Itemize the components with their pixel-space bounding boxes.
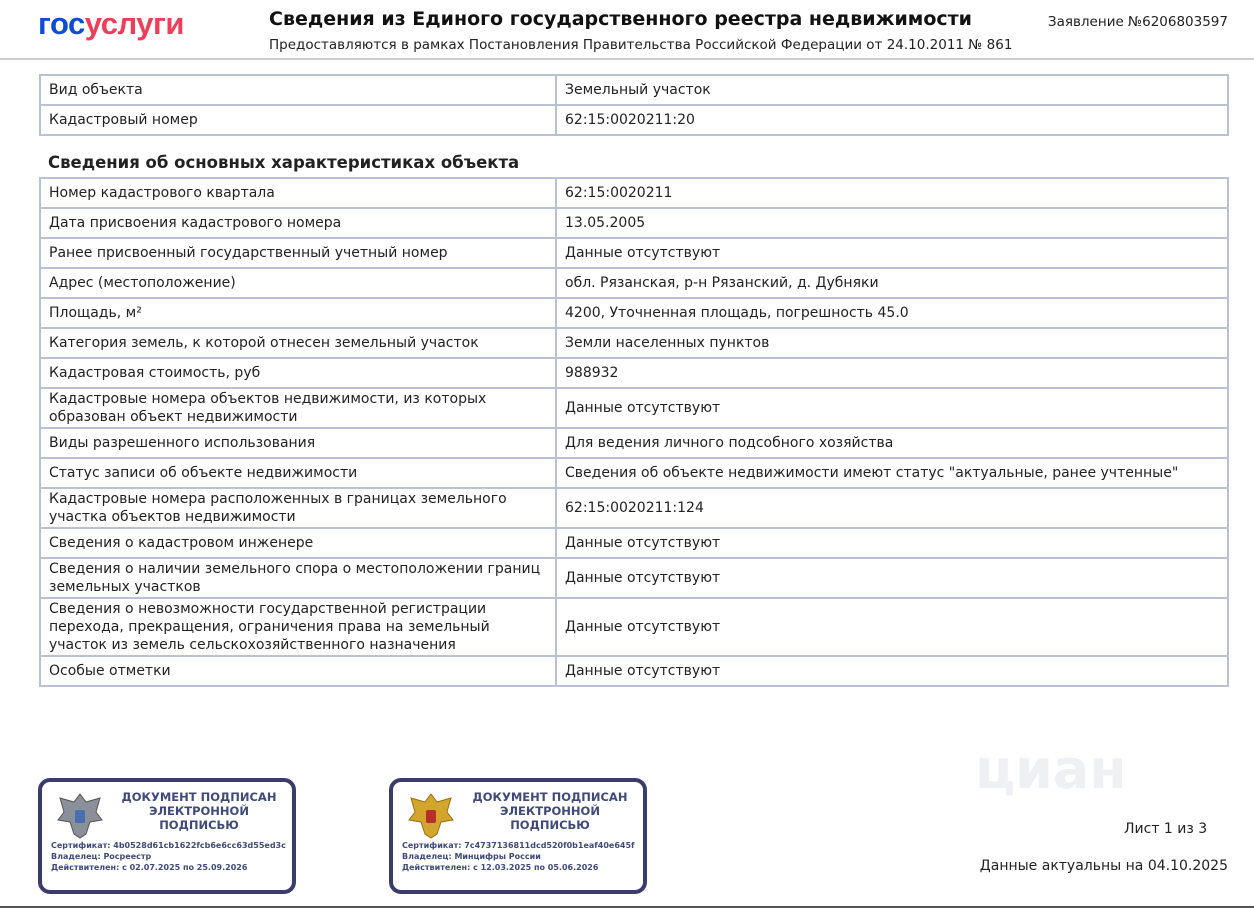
- row: Кадастровая стоимость, руб 988932: [39, 357, 1229, 389]
- watermark: циан: [975, 738, 1127, 801]
- label-cell: Вид объекта: [39, 74, 557, 106]
- label-cell: Кадастровые номера объектов недвижимости…: [39, 387, 557, 429]
- value-cell: 62:15:0020211:20: [555, 104, 1229, 136]
- row: Кадастровые номера расположенных в грани…: [39, 487, 1229, 529]
- subtitle: Предоставляются в рамках Постановления П…: [269, 37, 1013, 53]
- row: Площадь, м² 4200, Уточненная площадь, пог…: [39, 297, 1229, 329]
- table: Номер кадастрового квартала 62:15:0020211…: [39, 177, 1229, 687]
- logo-part: услуги: [84, 6, 185, 41]
- row: Сведения о кадастровом инженере Данные от…: [39, 527, 1229, 559]
- stamp-owner: Владелец: Минцифры России: [402, 852, 541, 861]
- stamp-title: ДОКУМЕНТ ПОДПИСАН ЭЛЕКТРОННОЙ ПОДПИСЬЮ: [472, 790, 628, 832]
- label-cell: Виды разрешенного использования: [39, 427, 557, 459]
- value-cell: Данные отсутствуют: [555, 557, 1229, 599]
- value-cell: 62:15:0020211: [555, 177, 1229, 209]
- value-cell: Для ведения личного подсобного хозяйства: [555, 427, 1229, 459]
- value-cell: 13.05.2005: [555, 207, 1229, 239]
- label-cell: Кадастровая стоимость, руб: [39, 357, 557, 389]
- emblem: [408, 793, 454, 839]
- stamp-certificate: Сертификат: 7c4737136811dcd520f0b1eaf40e…: [402, 841, 635, 850]
- logo-part: гос: [38, 6, 85, 41]
- title: Сведения из Единого государственного рее…: [269, 8, 972, 30]
- value-cell: Данные отсутствуют: [555, 655, 1229, 687]
- stamp-title: ДОКУМЕНТ ПОДПИСАН ЭЛЕКТРОННОЙ ПОДПИСЬЮ: [121, 790, 277, 832]
- label-cell: Сведения о кадастровом инженере: [39, 527, 557, 559]
- row: Виды разрешенного использования Для веден…: [39, 427, 1229, 459]
- label-cell: Адрес (местоположение): [39, 267, 557, 299]
- label-cell: Статус записи об объекте недвижимости: [39, 457, 557, 489]
- row: Особые отметки Данные отсутствуют: [39, 655, 1229, 687]
- label-cell: Особые отметки: [39, 655, 557, 687]
- label-cell: Категория земель, к которой отнесен земе…: [39, 327, 557, 359]
- row: Сведения о наличии земельного спора о ме…: [39, 557, 1229, 599]
- value-cell: обл. Рязанская, р-н Рязанский, д. Дубняк…: [555, 267, 1229, 299]
- value-cell: 62:15:0020211:124: [555, 487, 1229, 529]
- label-cell: Кадастровые номера расположенных в грани…: [39, 487, 557, 529]
- row: Категория земель, к которой отнесен земе…: [39, 327, 1229, 359]
- application-number: Заявление №6206803597: [1047, 14, 1228, 30]
- row: Номер кадастрового квартала 62:15:0020211: [39, 177, 1229, 209]
- value-cell: Данные отсутствуют: [555, 237, 1229, 269]
- row: Статус записи об объекте недвижимости Све…: [39, 457, 1229, 489]
- label-cell: Сведения о невозможности государственной…: [39, 597, 557, 657]
- label-cell: Номер кадастрового квартала: [39, 177, 557, 209]
- stamp-valid: Действителен: с 02.07.2025 по 25.09.2026: [51, 863, 248, 872]
- value-cell: Данные отсутствуют: [555, 387, 1229, 429]
- signature-stamp: ДОКУМЕНТ ПОДПИСАН ЭЛЕКТРОННОЙ ПОДПИСЬЮ Се…: [389, 778, 647, 894]
- label-cell: Площадь, м²: [39, 297, 557, 329]
- value-cell: 4200, Уточненная площадь, погрешность 45…: [555, 297, 1229, 329]
- row: Ранее присвоенный государственный учетны…: [39, 237, 1229, 269]
- stamp-certificate: Сертификат: 4b0528d61cb1622fcb6e6cc63d55…: [51, 841, 286, 850]
- row: Кадастровые номера объектов недвижимости…: [39, 387, 1229, 429]
- signature-stamp: ДОКУМЕНТ ПОДПИСАН ЭЛЕКТРОННОЙ ПОДПИСЬЮ Се…: [38, 778, 296, 894]
- value-cell: Данные отсутствуют: [555, 597, 1229, 657]
- stamp-owner: Владелец: Росреестр: [51, 852, 152, 861]
- value-cell: 988932: [555, 357, 1229, 389]
- logo: госуслуги: [38, 6, 184, 42]
- divider: [0, 906, 1254, 908]
- actual-date: Данные актуальны на 04.10.2025: [979, 858, 1228, 874]
- value-cell: Земли населенных пунктов: [555, 327, 1229, 359]
- label-cell: Кадастровый номер: [39, 104, 557, 136]
- label-cell: Сведения о наличии земельного спора о ме…: [39, 557, 557, 599]
- table: Вид объекта Земельный участок Кадастровый …: [39, 74, 1229, 136]
- label-cell: Дата присвоения кадастрового номера: [39, 207, 557, 239]
- row: Дата присвоения кадастрового номера 13.05…: [39, 207, 1229, 239]
- row: Сведения о невозможности государственной…: [39, 597, 1229, 657]
- value-cell: Данные отсутствуют: [555, 527, 1229, 559]
- row: Адрес (местоположение) обл. Рязанская, р-…: [39, 267, 1229, 299]
- stamp-valid: Действителен: с 12.03.2025 по 05.06.2026: [402, 863, 599, 872]
- emblem: [57, 793, 103, 839]
- value-cell: Сведения об объекте недвижимости имеют с…: [555, 457, 1229, 489]
- row: Вид объекта Земельный участок: [39, 74, 1229, 106]
- label-cell: Ранее присвоенный государственный учетны…: [39, 237, 557, 269]
- section-title: Сведения об основных характеристиках объ…: [48, 153, 520, 172]
- divider: [0, 58, 1254, 60]
- page-number: Лист 1 из 3: [1124, 821, 1208, 837]
- value-cell: Земельный участок: [555, 74, 1229, 106]
- row: Кадастровый номер 62:15:0020211:20: [39, 104, 1229, 136]
